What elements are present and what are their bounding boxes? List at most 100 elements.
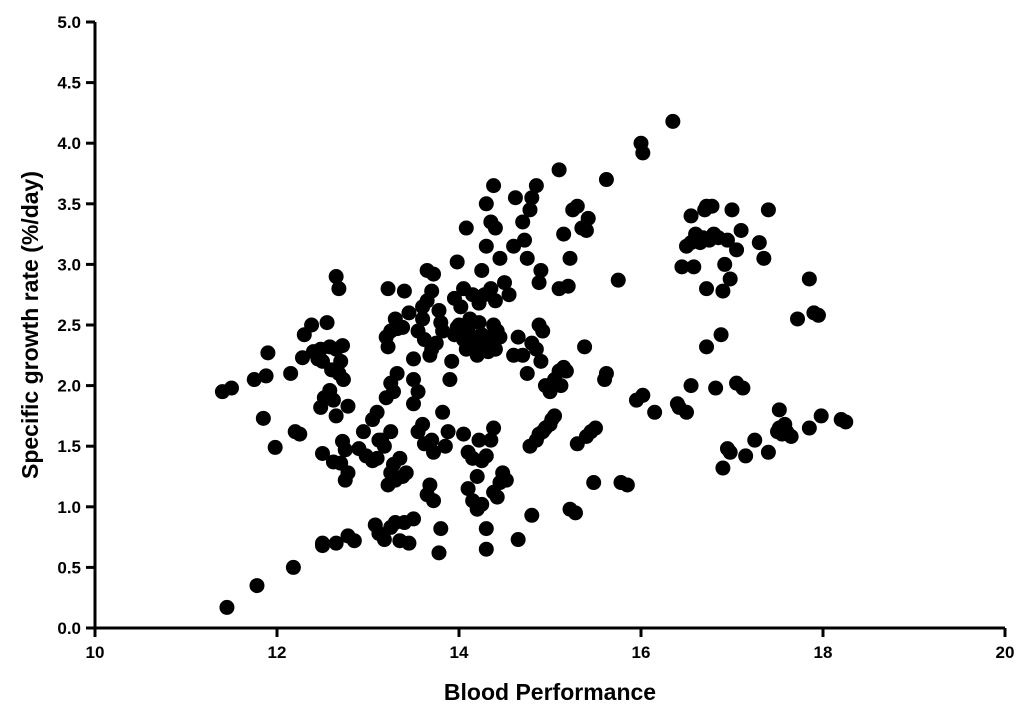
data-point bbox=[598, 365, 614, 381]
data-point bbox=[724, 202, 740, 218]
data-point bbox=[531, 275, 547, 291]
data-point bbox=[489, 489, 505, 505]
data-point bbox=[560, 278, 576, 294]
data-point bbox=[383, 424, 399, 440]
data-point bbox=[733, 222, 749, 238]
data-point bbox=[401, 535, 417, 551]
data-point bbox=[556, 226, 572, 242]
data-point bbox=[319, 315, 335, 331]
data-point bbox=[547, 408, 563, 424]
data-point bbox=[486, 420, 502, 436]
data-point bbox=[562, 250, 578, 266]
x-tick-label: 14 bbox=[450, 643, 469, 662]
data-point bbox=[331, 281, 347, 297]
data-point bbox=[335, 338, 351, 354]
x-tick-label: 10 bbox=[86, 643, 105, 662]
data-point bbox=[551, 162, 567, 178]
x-tick-label: 16 bbox=[632, 643, 651, 662]
data-point bbox=[346, 533, 362, 549]
data-point bbox=[586, 475, 602, 491]
data-point bbox=[401, 305, 417, 321]
data-point bbox=[588, 420, 603, 436]
data-point bbox=[747, 432, 763, 448]
data-point bbox=[533, 262, 549, 278]
data-point bbox=[528, 341, 544, 357]
data-point bbox=[392, 450, 408, 466]
data-point bbox=[435, 323, 451, 339]
data-point bbox=[335, 372, 351, 388]
data-point bbox=[683, 378, 699, 394]
data-point bbox=[760, 444, 776, 460]
data-point bbox=[665, 113, 681, 129]
data-point bbox=[389, 365, 405, 381]
data-point bbox=[442, 372, 458, 388]
data-point bbox=[722, 271, 738, 287]
data-point bbox=[483, 281, 499, 297]
data-point bbox=[715, 460, 731, 476]
data-point bbox=[478, 196, 494, 212]
data-point bbox=[790, 311, 806, 327]
data-point bbox=[783, 429, 799, 445]
x-tick-label: 18 bbox=[814, 643, 833, 662]
data-point bbox=[838, 414, 854, 430]
x-tick-label: 20 bbox=[996, 643, 1015, 662]
data-point bbox=[406, 511, 421, 527]
data-point bbox=[315, 445, 330, 461]
data-point bbox=[483, 432, 499, 448]
data-point bbox=[722, 444, 738, 460]
data-point bbox=[580, 210, 596, 226]
data-point bbox=[533, 353, 549, 369]
data-point bbox=[376, 438, 392, 454]
data-point bbox=[335, 433, 351, 449]
data-point bbox=[219, 599, 235, 615]
y-tick-label: 3.0 bbox=[57, 255, 81, 274]
data-point bbox=[444, 353, 460, 369]
data-point bbox=[328, 408, 344, 424]
data-point bbox=[446, 290, 462, 306]
data-point bbox=[610, 272, 626, 288]
data-point bbox=[577, 339, 593, 355]
y-tick-label: 1.0 bbox=[57, 498, 81, 517]
data-point bbox=[369, 404, 385, 420]
y-tick-label: 0.5 bbox=[57, 558, 81, 577]
data-point bbox=[699, 281, 715, 297]
data-point bbox=[751, 235, 767, 251]
data-point bbox=[249, 578, 265, 594]
data-point bbox=[487, 293, 503, 309]
data-point bbox=[713, 327, 729, 343]
data-point bbox=[458, 220, 474, 236]
data-point bbox=[426, 444, 442, 460]
y-axis-title: Specific growth rate (%/day) bbox=[17, 171, 43, 479]
data-point bbox=[292, 426, 308, 442]
data-point bbox=[246, 372, 262, 388]
data-point bbox=[498, 472, 514, 488]
data-point bbox=[406, 351, 421, 367]
data-point bbox=[456, 426, 472, 442]
data-point bbox=[735, 380, 751, 396]
data-point bbox=[471, 315, 487, 331]
data-point bbox=[449, 254, 465, 270]
data-point bbox=[510, 532, 526, 548]
data-point bbox=[325, 392, 341, 408]
data-point bbox=[431, 545, 447, 561]
data-point bbox=[258, 368, 274, 384]
data-point bbox=[578, 222, 594, 238]
data-point bbox=[406, 372, 421, 388]
data-point bbox=[679, 404, 694, 420]
data-point bbox=[260, 345, 276, 361]
data-point bbox=[355, 424, 371, 440]
y-tick-label: 1.5 bbox=[57, 437, 81, 456]
data-point bbox=[569, 198, 585, 214]
data-point bbox=[492, 329, 508, 345]
data-point bbox=[433, 521, 449, 537]
data-point bbox=[515, 214, 531, 230]
data-point bbox=[376, 532, 392, 548]
data-point bbox=[524, 190, 540, 206]
data-point bbox=[619, 477, 635, 493]
data-point bbox=[478, 521, 494, 537]
data-point bbox=[524, 507, 540, 523]
data-point bbox=[460, 481, 476, 497]
data-point bbox=[283, 365, 299, 381]
data-point bbox=[328, 269, 344, 285]
data-point bbox=[487, 220, 503, 236]
